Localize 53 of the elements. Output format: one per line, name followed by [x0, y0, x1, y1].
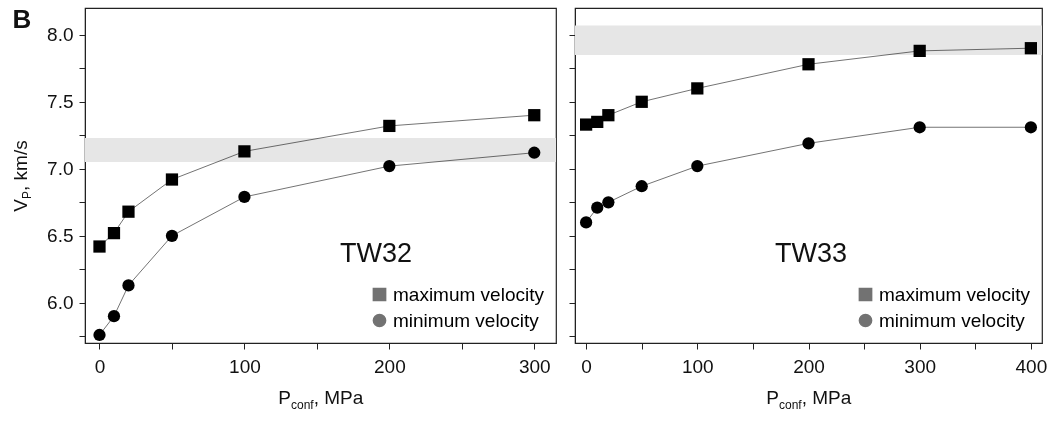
point: [1024, 121, 1037, 134]
point: [107, 310, 121, 323]
x-tick-label: 400: [1015, 355, 1048, 377]
point: [913, 121, 926, 134]
x-tick-label: 200: [793, 355, 825, 377]
point: [238, 145, 251, 158]
point: [122, 205, 135, 218]
point: [602, 109, 615, 122]
point: [580, 216, 593, 229]
point: [913, 44, 926, 57]
point: [580, 118, 593, 131]
x-tick-label: 200: [373, 355, 406, 377]
legend-label: minimum velocity: [879, 309, 1026, 331]
point: [802, 137, 815, 150]
y-tick-label: 8.0: [47, 24, 74, 46]
x-axis-title: P$_{conf}$, MPa: [278, 387, 364, 413]
point: [802, 58, 815, 71]
x-tick-label: 0: [94, 355, 106, 377]
point: [383, 119, 396, 133]
x-tick-label: 100: [229, 355, 261, 377]
point: [122, 279, 135, 292]
point: [591, 115, 604, 129]
y-tick-label: 6.0: [47, 292, 74, 314]
x-axis-title: P$_{conf}$, MPa: [766, 387, 852, 413]
point: [635, 95, 648, 108]
annotation: TW32: [340, 237, 413, 268]
point: [635, 180, 648, 193]
annotation: TW33: [775, 237, 848, 268]
x-tick-label: 100: [681, 355, 714, 377]
point: [93, 328, 106, 342]
point: [165, 229, 179, 242]
point: [238, 190, 251, 204]
point: [107, 227, 121, 240]
point: [528, 146, 541, 159]
chart-title: B: [12, 4, 32, 35]
y-tick-label: 6.5: [47, 225, 74, 247]
x-tick-label: 300: [518, 355, 551, 377]
y-tick-label: 7.5: [47, 91, 74, 113]
x-tick-label: 300: [904, 355, 937, 377]
point: [383, 160, 396, 173]
point: [165, 173, 179, 186]
legend-label: minimum velocity: [393, 309, 540, 331]
point: [602, 196, 615, 209]
point: [93, 240, 106, 253]
point: [1024, 42, 1037, 55]
y-tick-label: 7.0: [47, 158, 74, 180]
point: [691, 160, 704, 173]
point: [691, 82, 704, 95]
legend-label: maximum velocity: [393, 283, 545, 305]
point: [591, 201, 604, 214]
point: [528, 109, 541, 122]
x-tick-label: 0: [581, 355, 592, 377]
legend-label: maximum velocity: [879, 283, 1031, 305]
